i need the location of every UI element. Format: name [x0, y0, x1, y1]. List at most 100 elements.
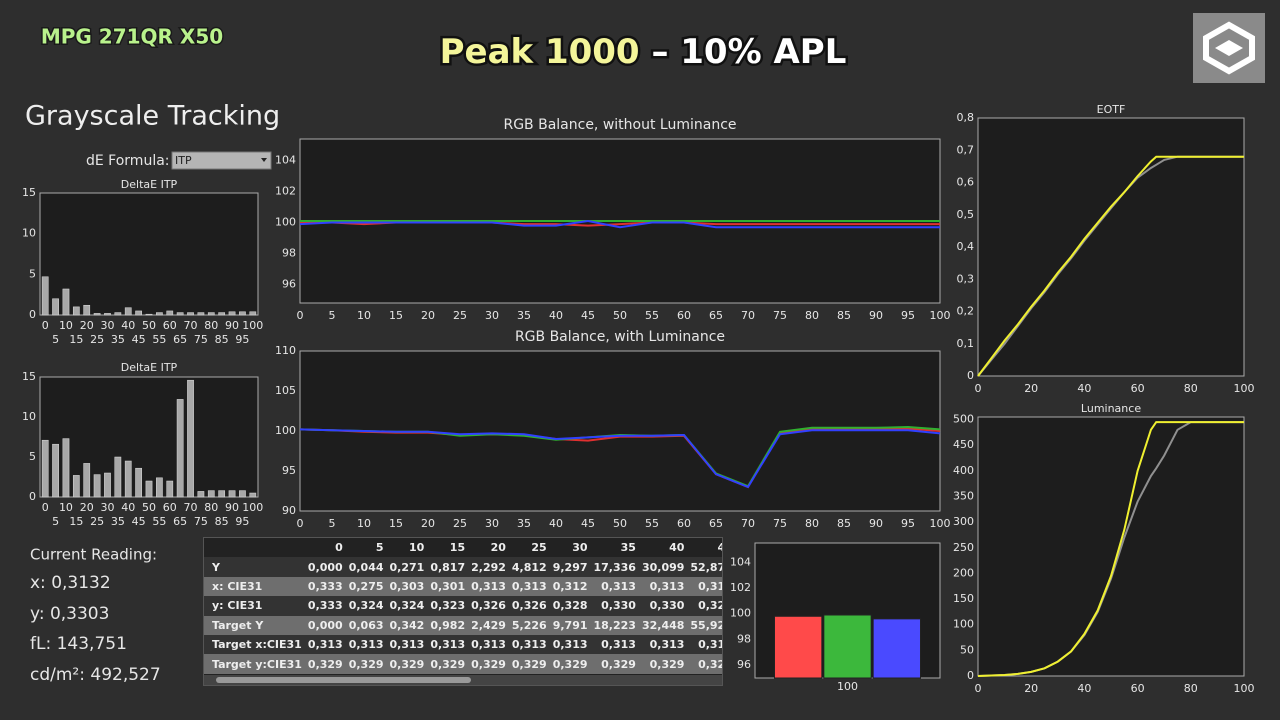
cell: 55,925 — [690, 618, 722, 632]
x-tick-label: 0 — [297, 309, 304, 322]
cell: 0,313 — [471, 638, 506, 652]
cell: 30,099 — [641, 560, 685, 574]
x-tick-label: 90 — [225, 319, 239, 332]
cell: 0,323 — [430, 599, 466, 613]
bar — [249, 492, 257, 498]
column-header: 40 — [669, 541, 685, 555]
x-tick-label: 35 — [517, 517, 531, 530]
x-tick-label: 100 — [1234, 382, 1255, 395]
bar — [104, 472, 111, 498]
reading-x: x: 0,3132 — [30, 573, 111, 593]
x-tick-label: 10 — [59, 501, 73, 514]
x-tick-label: 0 — [975, 682, 982, 695]
cell: 0,329 — [698, 599, 722, 613]
x-tick-label: 25 — [90, 515, 104, 528]
bar — [156, 312, 163, 316]
y-tick-label: 0,4 — [957, 240, 975, 253]
cell: 0,329 — [601, 657, 636, 671]
x-tick-label: 80 — [1184, 382, 1198, 395]
x-tick-label: 55 — [152, 515, 166, 528]
table-row: Target y:CIE31 0,329 0,329 0,329 0,329 0,329 0… — [204, 654, 722, 674]
cell: 52,870 — [690, 560, 722, 574]
x-tick-label: 15 — [389, 517, 403, 530]
x-tick-label: 100 — [837, 680, 858, 693]
bar — [166, 310, 174, 316]
bar — [83, 463, 91, 498]
row-label: Target x:CIE31 — [212, 638, 302, 652]
bar — [52, 443, 59, 498]
cell: 0,000 — [307, 618, 343, 632]
cell: 0,329 — [348, 657, 384, 671]
bar — [72, 306, 80, 316]
x-tick-label: 80 — [805, 517, 819, 530]
x-tick-label: 90 — [225, 501, 239, 514]
chart-title: DeltaE ITP — [121, 361, 178, 374]
x-tick-label: 70 — [741, 517, 755, 530]
x-tick-label: 75 — [194, 333, 208, 346]
x-tick-label: 55 — [645, 309, 659, 322]
x-tick-label: 15 — [389, 309, 403, 322]
page-title: Peak 1000 – 10% APL — [440, 32, 847, 72]
y-tick-label: 0,8 — [957, 111, 975, 124]
cell: 0,817 — [430, 560, 466, 574]
y-tick-label: 0,5 — [957, 208, 975, 221]
x-tick-label: 60 — [163, 501, 177, 514]
column-header: 20 — [490, 541, 506, 555]
x-tick-label: 100 — [930, 309, 951, 322]
y-tick-label: 100 — [730, 607, 751, 620]
series-line — [977, 421, 1244, 677]
bar — [218, 490, 226, 498]
x-tick-label: 90 — [869, 309, 883, 322]
cell: 0,313 — [601, 638, 636, 652]
formula-label: dE Formula: — [86, 153, 170, 169]
x-tick-label: 20 — [1024, 382, 1038, 395]
row-label: Y — [212, 560, 220, 574]
chart-title: EOTF — [1097, 103, 1126, 116]
x-tick-label: 5 — [52, 515, 59, 528]
corner-cell — [204, 538, 305, 557]
x-tick-label: 0 — [42, 319, 49, 332]
cell: 0,333 — [307, 579, 343, 593]
bar — [135, 310, 142, 316]
bar — [124, 307, 132, 316]
logo-icon-core — [1215, 40, 1243, 56]
x-tick-label: 5 — [329, 517, 336, 530]
cell: 0,313 — [698, 638, 722, 652]
chart-title: RGB Balance, without Luminance — [503, 117, 736, 133]
y-tick-label: 0,2 — [957, 305, 975, 318]
cell: 0,313 — [552, 638, 588, 652]
section-title: Grayscale Tracking — [25, 101, 280, 132]
bar — [207, 490, 215, 498]
series-line — [977, 155, 1244, 377]
column-header: 35 — [620, 541, 636, 555]
readings-table: 05101520253035404550Y0,0000,0440,2710,81… — [203, 537, 723, 686]
x-tick-label: 10 — [59, 319, 73, 332]
bar — [228, 490, 236, 498]
x-tick-label: 15 — [69, 333, 83, 346]
x-tick-label: 100 — [1234, 682, 1255, 695]
scrollbar-thumb[interactable] — [216, 677, 471, 683]
cell: 0,342 — [389, 618, 425, 632]
chart-title: RGB Balance, with Luminance — [515, 329, 725, 345]
y-tick-label: 10 — [22, 410, 36, 423]
x-tick-label: 35 — [111, 333, 125, 346]
y-tick-label: 105 — [275, 384, 296, 397]
y-tick-label: 400 — [953, 464, 974, 477]
bar — [41, 276, 49, 316]
x-tick-label: 60 — [1131, 682, 1145, 695]
x-tick-label: 45 — [581, 309, 595, 322]
x-tick-label: 55 — [645, 517, 659, 530]
cell: 32,448 — [641, 618, 685, 632]
formula-select[interactable] — [171, 151, 272, 170]
x-tick-label: 55 — [152, 333, 166, 346]
cell: 0,329 — [307, 657, 343, 671]
bar — [166, 480, 174, 498]
bar — [176, 312, 184, 316]
y-tick-label: 300 — [953, 515, 974, 528]
cell: 0,324 — [348, 599, 384, 613]
cell: 0,303 — [389, 579, 425, 593]
bar — [124, 460, 132, 498]
bar — [823, 614, 872, 679]
